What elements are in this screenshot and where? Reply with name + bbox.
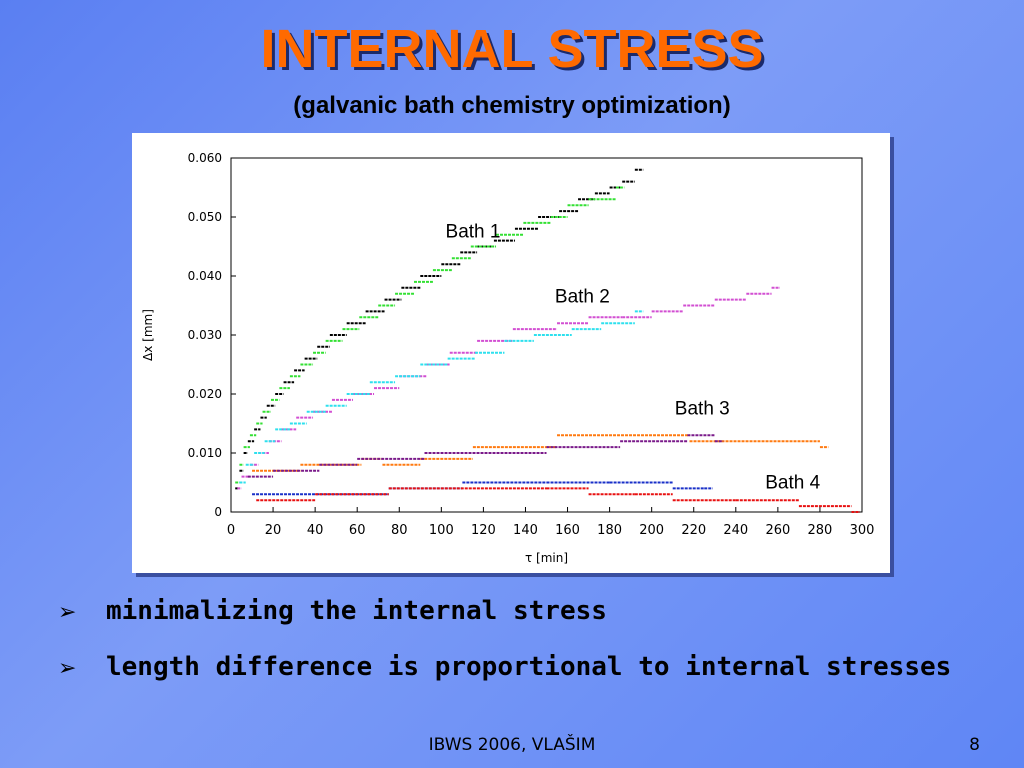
x-tick-label: 240 <box>723 523 748 538</box>
bath-label: Bath 1 <box>446 222 501 243</box>
slide-subtitle: (galvanic bath chemistry optimization) <box>293 92 731 119</box>
bullet-list: ➢ minimalizing the internal stress ➢ len… <box>58 596 1018 708</box>
x-tick-label: 80 <box>391 523 408 538</box>
bullet-item-2: ➢ length difference is proportional to i… <box>58 652 1018 708</box>
y-tick-label: 0.050 <box>188 210 222 224</box>
x-tick-label: 0 <box>227 523 235 538</box>
y-tick-label: 0.030 <box>188 328 222 342</box>
footer-text: IBWS 2006, VLAŠIM <box>428 735 596 755</box>
x-tick-label: 160 <box>555 523 580 538</box>
bath-label: Bath 2 <box>555 287 610 308</box>
x-tick-label: 180 <box>597 523 622 538</box>
y-tick-label: 0.020 <box>188 387 222 401</box>
x-axis-label: τ [min] <box>525 551 568 565</box>
x-tick-label: 20 <box>265 523 282 538</box>
x-tick-label: 60 <box>349 523 366 538</box>
y-tick-label: 0.060 <box>188 151 222 165</box>
x-tick-label: 220 <box>681 523 706 538</box>
x-tick-label: 140 <box>513 523 538 538</box>
bullet-item-1: ➢ minimalizing the internal stress <box>58 596 1018 652</box>
stress-chart: 0 20 40 60 80 100 120 140 160 180 200 220 240 260 280 3… <box>141 151 875 565</box>
chart-panel: 0 20 40 60 80 100 120 140 160 180 200 220 240 260 280 3… <box>132 133 890 573</box>
x-tick-label: 260 <box>765 523 790 538</box>
x-tick-label: 300 <box>850 523 875 538</box>
bullet-text-2: length difference is proportional to int… <box>106 652 952 682</box>
x-tick-label: 40 <box>307 523 324 538</box>
arrow-bullet-icon: ➢ <box>58 600 77 625</box>
x-tick-label: 120 <box>471 523 496 538</box>
bath-label: Bath 3 <box>675 399 730 420</box>
x-tick-label: 100 <box>429 523 454 538</box>
arrow-bullet-icon: ➢ <box>58 656 77 681</box>
bullet-text-1: minimalizing the internal stress <box>106 596 607 626</box>
y-tick-label: 0.040 <box>188 269 222 283</box>
y-tick-label: 0 <box>214 505 222 519</box>
x-tick-label: 280 <box>808 523 833 538</box>
y-axis-label: Δx [mm] <box>141 309 155 361</box>
slide-title: INTERNAL STRESS <box>260 19 764 79</box>
page-number: 8 <box>969 735 980 755</box>
x-tick-label: 200 <box>639 523 664 538</box>
y-tick-label: 0.010 <box>188 446 222 460</box>
bath-label: Bath 4 <box>765 472 820 493</box>
